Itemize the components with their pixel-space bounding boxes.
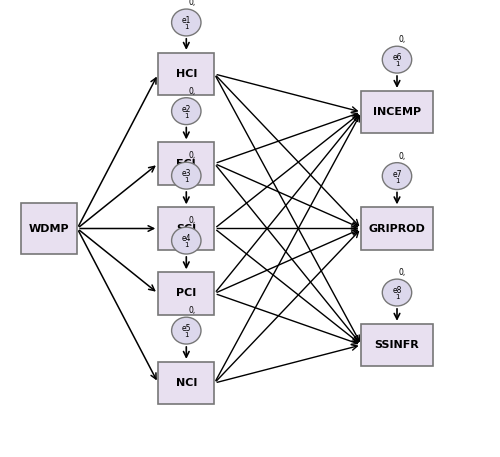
Text: SCI: SCI: [176, 223, 197, 234]
Text: 1: 1: [395, 61, 399, 67]
FancyBboxPatch shape: [362, 91, 432, 133]
Text: e4: e4: [182, 234, 191, 243]
Text: INCEMP: INCEMP: [373, 107, 421, 117]
FancyBboxPatch shape: [158, 53, 214, 95]
FancyBboxPatch shape: [158, 362, 214, 404]
Text: SSINFR: SSINFR: [374, 340, 420, 350]
Text: e2: e2: [182, 105, 191, 114]
Text: e1: e1: [182, 16, 191, 25]
Circle shape: [382, 46, 412, 73]
Text: 0,: 0,: [399, 36, 406, 44]
Text: e8: e8: [392, 286, 402, 295]
Circle shape: [172, 9, 201, 36]
Text: 1: 1: [395, 178, 399, 184]
Text: FCI: FCI: [176, 159, 196, 169]
Text: e7: e7: [392, 170, 402, 179]
Circle shape: [172, 98, 201, 125]
Text: 1: 1: [395, 294, 399, 300]
Text: 0,: 0,: [188, 151, 196, 160]
Text: 1: 1: [184, 177, 188, 183]
Text: 0,: 0,: [188, 306, 196, 315]
Text: 0,: 0,: [188, 87, 196, 96]
Text: 0,: 0,: [188, 0, 196, 7]
Text: WDMP: WDMP: [29, 223, 70, 234]
Text: 1: 1: [184, 242, 188, 248]
Text: 1: 1: [184, 112, 188, 119]
FancyBboxPatch shape: [158, 272, 214, 315]
Text: 1: 1: [184, 24, 188, 30]
FancyBboxPatch shape: [21, 203, 78, 254]
Text: 0,: 0,: [188, 216, 196, 225]
Text: HCI: HCI: [176, 69, 197, 79]
Circle shape: [172, 162, 201, 189]
Circle shape: [382, 163, 412, 190]
FancyBboxPatch shape: [158, 207, 214, 250]
FancyBboxPatch shape: [158, 142, 214, 185]
Text: NCI: NCI: [176, 378, 197, 388]
Text: e3: e3: [182, 170, 191, 178]
FancyBboxPatch shape: [362, 324, 432, 366]
Text: PCI: PCI: [176, 288, 197, 298]
Circle shape: [382, 279, 412, 306]
FancyBboxPatch shape: [362, 207, 432, 250]
Text: 0,: 0,: [399, 268, 406, 277]
Text: e6: e6: [392, 53, 402, 62]
Text: e5: e5: [182, 324, 191, 333]
Text: GRIPROD: GRIPROD: [368, 223, 426, 234]
Text: 0,: 0,: [399, 152, 406, 161]
Text: 1: 1: [184, 332, 188, 338]
Circle shape: [172, 227, 201, 254]
Circle shape: [172, 317, 201, 344]
